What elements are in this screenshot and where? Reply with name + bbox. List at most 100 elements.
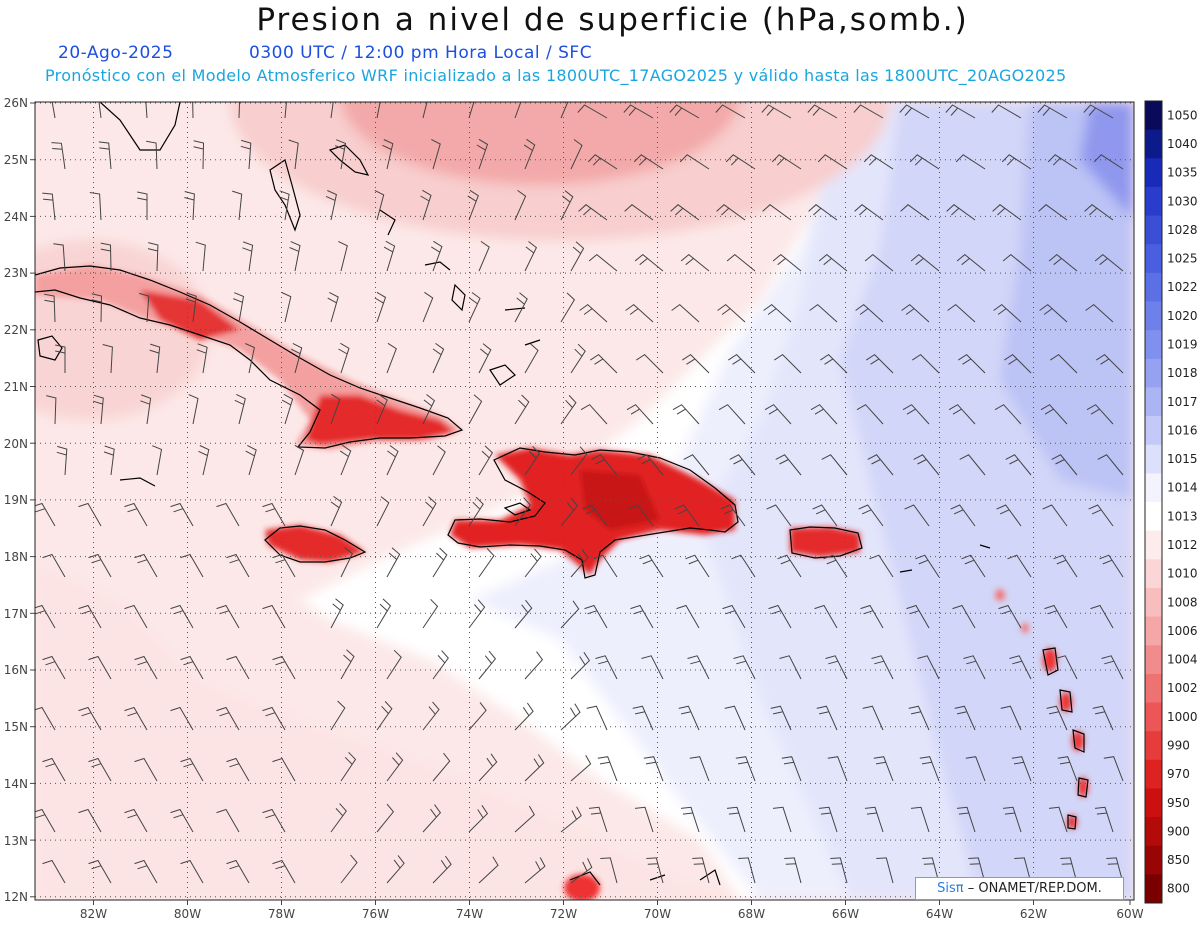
wind-barb xyxy=(422,496,437,527)
colorbar-swatch xyxy=(1145,645,1162,675)
wind-barb xyxy=(330,495,343,527)
wind-barb xyxy=(1092,705,1114,731)
wind-barb xyxy=(478,240,490,272)
wind-barb xyxy=(245,343,255,374)
lat-label: 15N xyxy=(4,720,28,734)
wind-barb xyxy=(467,189,479,221)
wind-barb xyxy=(89,192,102,221)
colorbar-label: 1000 xyxy=(1167,710,1198,724)
wind-barb xyxy=(961,554,986,578)
wind-barb xyxy=(170,502,194,527)
colorbar-swatch xyxy=(1145,788,1162,818)
wind-barb xyxy=(514,102,522,119)
wind-barb xyxy=(632,705,654,731)
wind-barb xyxy=(735,756,756,782)
wind-barb xyxy=(692,857,710,884)
latitude-axis: 26N 25N 24N 23N 22N 21N 20N 19N 18N 17N … xyxy=(4,96,28,904)
wind-barb xyxy=(587,154,618,170)
wind-barb xyxy=(858,504,884,527)
colorbar-label: 1018 xyxy=(1167,366,1198,380)
colorbar-swatch xyxy=(1145,759,1162,789)
wind-barb xyxy=(992,204,1022,221)
wind-barb xyxy=(524,754,545,782)
wind-barb xyxy=(722,604,746,629)
wind-barb xyxy=(560,497,579,527)
wind-barb xyxy=(682,353,710,374)
colorbar-swatch xyxy=(1145,301,1162,331)
credit-box: Sisπ – ONAMET/REP.DOM. xyxy=(915,877,1124,900)
wind-barb xyxy=(671,303,700,323)
wind-barb xyxy=(180,859,204,884)
wind-barb xyxy=(422,598,439,629)
wind-barb xyxy=(514,292,528,323)
wind-barb xyxy=(124,706,148,731)
wind-barb xyxy=(376,496,390,527)
lat-label: 20N xyxy=(4,437,28,451)
wind-barb xyxy=(560,600,580,629)
wind-barb xyxy=(1001,154,1032,170)
colorbar-label: 1010 xyxy=(1167,567,1198,581)
wind-barb xyxy=(468,805,489,833)
wind-barb xyxy=(137,191,148,220)
wind-barb xyxy=(468,496,484,527)
colorbar-swatch xyxy=(1145,502,1162,532)
wind-barb xyxy=(955,154,986,170)
wind-barbs xyxy=(35,102,1124,884)
wind-barb xyxy=(771,154,802,170)
wind-barb xyxy=(386,445,399,476)
wind-barb xyxy=(124,502,148,527)
wind-barb xyxy=(288,139,299,170)
wind-barb xyxy=(422,804,442,833)
wind-barb xyxy=(284,102,287,119)
wind-barb xyxy=(580,404,608,425)
wind-barb xyxy=(689,756,710,782)
wind-barb xyxy=(478,856,499,884)
colorbar-label: 1020 xyxy=(1167,309,1198,323)
colorbar-label: 1017 xyxy=(1167,395,1198,409)
wind-barb xyxy=(996,504,1022,527)
wind-barb xyxy=(44,293,56,323)
wind-barb xyxy=(42,859,66,884)
wind-barb xyxy=(386,547,401,578)
wind-barb xyxy=(781,756,802,782)
colorbar-label: 950 xyxy=(1167,796,1190,810)
wind-barb xyxy=(912,353,940,374)
lon-label: 66W xyxy=(832,907,859,921)
wind-barb xyxy=(524,548,542,578)
colorbar-label: 1022 xyxy=(1167,280,1198,294)
wind-barb xyxy=(78,502,102,527)
wind-barb xyxy=(1038,204,1068,221)
wind-barb xyxy=(478,445,494,476)
wind-barb xyxy=(180,553,204,578)
wind-barb xyxy=(233,292,245,323)
wind-barb xyxy=(1083,104,1114,119)
wind-barb xyxy=(340,751,357,782)
wind-barb xyxy=(216,706,240,731)
lon-label: 74W xyxy=(456,907,483,921)
colorbar-swatch xyxy=(1145,559,1162,589)
wind-barb xyxy=(338,342,350,374)
lat-label: 26N xyxy=(4,96,28,110)
wind-barb xyxy=(281,292,292,323)
wind-barb xyxy=(524,241,538,272)
wind-barb xyxy=(582,504,608,527)
wind-barb xyxy=(88,859,112,884)
wind-barb xyxy=(560,806,582,833)
wind-barb xyxy=(422,291,434,323)
wind-barb xyxy=(560,395,577,425)
wind-barb xyxy=(374,189,385,221)
wind-barb xyxy=(728,353,756,374)
wind-barb xyxy=(670,204,700,221)
wind-barb xyxy=(290,342,303,374)
wind-barb xyxy=(947,303,976,323)
wind-barb xyxy=(570,241,585,272)
wind-barb xyxy=(956,806,976,833)
wind-barb xyxy=(1053,554,1078,578)
wind-barb xyxy=(88,655,112,680)
wind-barb xyxy=(1051,454,1078,476)
wind-barb xyxy=(570,549,589,578)
wind-barb xyxy=(560,102,569,119)
colorbar-swatch xyxy=(1145,358,1162,388)
wind-barb xyxy=(630,604,654,629)
wind-barb xyxy=(570,754,592,782)
